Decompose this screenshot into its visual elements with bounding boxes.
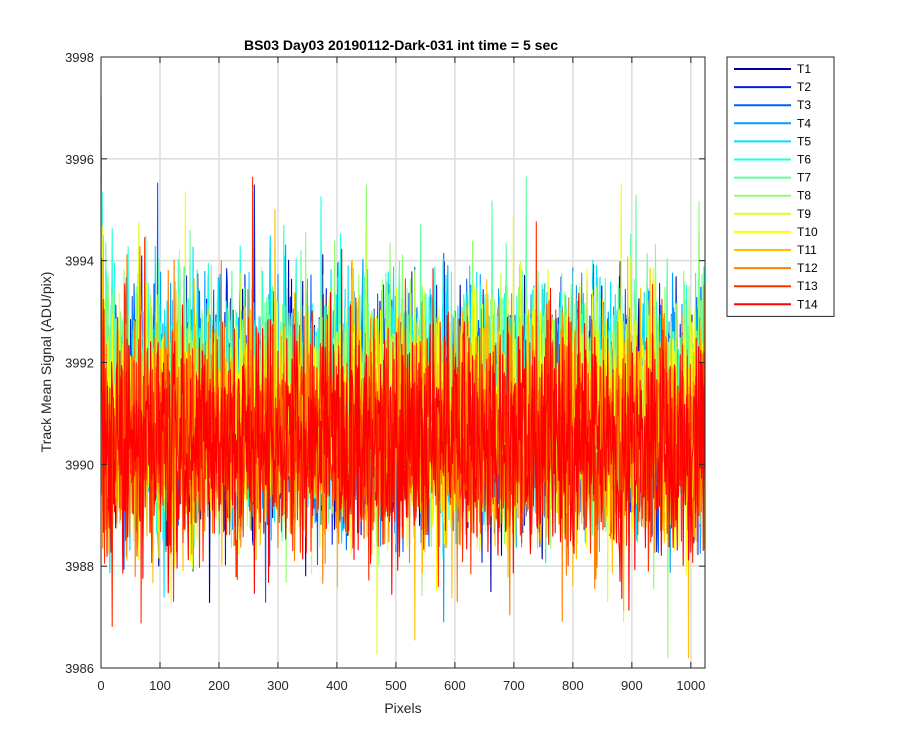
legend: T1 T2 T3 T4 T5 T6 T7 T8 T9 T10 T11 T12 T13 T14 [726,56,835,317]
y-tick-label: 3988 [65,559,94,574]
y-tick-labels: 3986 3988 3990 3992 3994 3996 3998 [65,50,94,676]
series-line-t14 [100,248,706,611]
legend-label-t5: T5 [797,134,811,148]
y-tick-label: 3986 [65,661,94,676]
y-tick-label: 3998 [65,50,94,65]
x-tick-label: 600 [444,678,466,693]
legend-label-t3: T3 [797,98,811,112]
axis-ticks [100,56,705,669]
x-tick-label: 0 [97,678,104,693]
y-tick-label: 3990 [65,457,94,472]
x-tick-label: 700 [503,678,525,693]
legend-label-t4: T4 [797,116,811,130]
legend-label-t8: T8 [797,189,811,203]
x-tick-label: 800 [562,678,584,693]
x-tick-label: 900 [621,678,643,693]
legend-label-t6: T6 [797,153,811,167]
series-layer [100,95,706,659]
chart-title: BS03 Day03 20190112-Dark-031 int time = … [244,37,558,53]
y-tick-label: 3996 [65,152,94,167]
legend-label-t7: T7 [797,171,811,185]
legend-label-t12: T12 [797,261,818,275]
x-tick-label: 500 [385,678,407,693]
legend-label-t14: T14 [797,297,818,311]
x-tick-labels: 0 100 200 300 400 500 600 700 800 900 1000 [97,678,705,693]
x-tick-label: 200 [208,678,230,693]
y-tick-label: 3994 [65,254,94,269]
legend-label-t13: T13 [797,279,818,293]
x-tick-label: 100 [149,678,171,693]
legend-label-t10: T10 [797,225,818,239]
y-tick-label: 3992 [65,356,94,371]
x-tick-label: 1000 [676,678,705,693]
x-tick-label: 400 [326,678,348,693]
legend-label-t1: T1 [797,62,811,76]
legend-label-t9: T9 [797,207,811,221]
x-axis-label: Pixels [384,700,421,716]
legend-label-t2: T2 [797,80,811,94]
y-axis-label: Track Mean Signal (ADU/pix) [38,272,54,453]
legend-label-t11: T11 [797,243,817,257]
legend-box [726,56,835,317]
x-tick-label: 300 [267,678,289,693]
